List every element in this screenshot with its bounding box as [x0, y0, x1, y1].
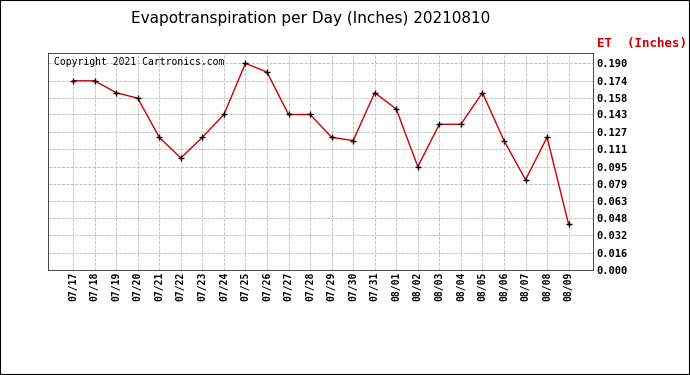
Text: Copyright 2021 Cartronics.com: Copyright 2021 Cartronics.com	[54, 57, 224, 67]
Text: ET  (Inches): ET (Inches)	[597, 38, 687, 51]
Text: Evapotranspiration per Day (Inches) 20210810: Evapotranspiration per Day (Inches) 2021…	[131, 11, 490, 26]
